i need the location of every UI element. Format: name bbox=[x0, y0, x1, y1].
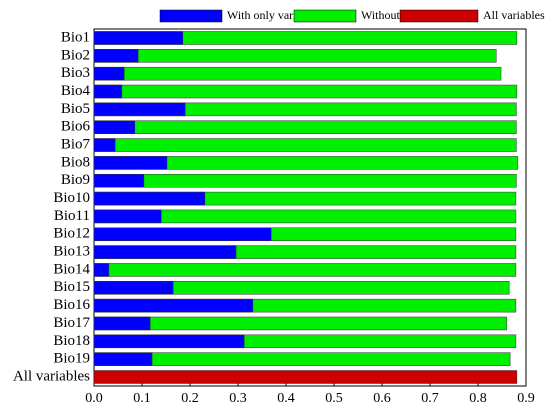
x-tick-label: 0.1 bbox=[133, 391, 151, 406]
bar bbox=[93, 334, 245, 349]
bar bbox=[93, 191, 206, 206]
x-tick-label: 0.7 bbox=[421, 391, 439, 406]
bar bbox=[93, 84, 518, 99]
x-tick-label: 0.8 bbox=[469, 391, 487, 406]
bar bbox=[93, 138, 116, 152]
bar bbox=[93, 120, 136, 134]
bar bbox=[93, 49, 139, 63]
bar bbox=[93, 102, 186, 117]
x-tick-label: 0.5 bbox=[325, 391, 343, 406]
bar bbox=[93, 263, 110, 277]
bar bbox=[93, 49, 497, 63]
bar bbox=[93, 316, 508, 331]
y-tick-label: Bio8 bbox=[61, 154, 90, 170]
y-tick-label: Bio15 bbox=[53, 279, 90, 295]
y-tick-label: Bio14 bbox=[53, 261, 90, 277]
x-tick-label: 0.6 bbox=[373, 391, 391, 406]
y-tick-label: Bio11 bbox=[54, 208, 90, 224]
x-tick-label: 0.4 bbox=[277, 391, 295, 406]
bar bbox=[93, 227, 272, 242]
bar bbox=[93, 263, 517, 277]
bar bbox=[93, 316, 151, 331]
y-tick-label: Bio7 bbox=[61, 136, 91, 152]
x-tick-label: 0.9 bbox=[517, 391, 535, 406]
bar bbox=[93, 173, 517, 188]
y-tick-label: Bio16 bbox=[53, 297, 90, 313]
y-tick-label: Bio4 bbox=[61, 83, 91, 99]
y-tick-label: Bio3 bbox=[61, 65, 90, 81]
y-tick-label: Bio18 bbox=[53, 333, 90, 349]
bar bbox=[93, 209, 162, 224]
bar bbox=[93, 281, 174, 295]
y-tick-label: Bio5 bbox=[61, 101, 90, 117]
bar bbox=[93, 298, 254, 313]
y-tick-label: All variables bbox=[13, 368, 90, 384]
bar bbox=[93, 156, 168, 170]
plot-frame bbox=[93, 28, 527, 387]
bar bbox=[93, 120, 517, 134]
x-tick-label: 0.3 bbox=[229, 391, 247, 406]
legend-label: All variables bbox=[483, 8, 545, 22]
bar bbox=[93, 66, 125, 81]
y-tick-label: Bio1 bbox=[61, 29, 90, 45]
bar bbox=[93, 352, 153, 366]
bar bbox=[93, 138, 517, 152]
bar bbox=[93, 31, 184, 45]
y-tick-label: Bio12 bbox=[53, 226, 90, 242]
y-tick-label: Bio10 bbox=[53, 190, 90, 206]
legend-swatch bbox=[159, 9, 223, 23]
bar bbox=[93, 245, 237, 259]
bar bbox=[93, 66, 502, 81]
y-tick-label: Bio6 bbox=[61, 119, 91, 135]
bar bbox=[93, 370, 518, 384]
y-tick-label: Bio17 bbox=[53, 315, 90, 331]
y-tick-label: Bio19 bbox=[53, 351, 90, 367]
y-tick-label: Bio9 bbox=[61, 172, 90, 188]
y-tick-label: Bio13 bbox=[53, 244, 90, 260]
x-tick-label: 0.0 bbox=[85, 391, 103, 406]
bar bbox=[93, 84, 123, 99]
x-tick-label: 0.2 bbox=[181, 391, 199, 406]
legend-swatch bbox=[399, 9, 479, 23]
bar bbox=[93, 352, 511, 366]
legend-swatch bbox=[293, 9, 357, 23]
y-tick-label: Bio2 bbox=[61, 47, 90, 63]
bar bbox=[93, 173, 145, 188]
